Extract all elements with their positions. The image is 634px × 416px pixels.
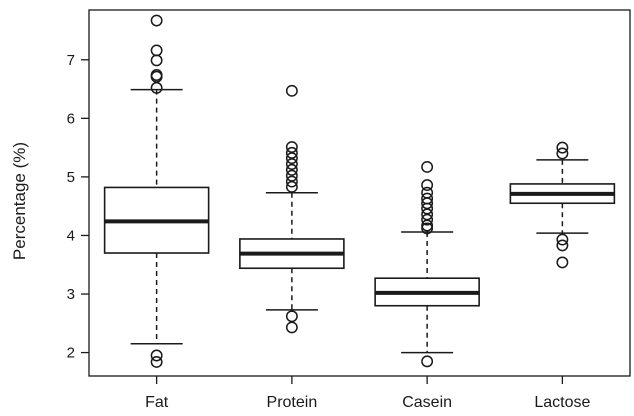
y-tick-label: 2	[67, 345, 75, 362]
outlier-point	[421, 213, 434, 226]
y-tick-label: 4	[67, 227, 75, 244]
outlier-point	[421, 160, 434, 173]
box-group-fat	[103, 14, 210, 368]
outlier-point	[556, 239, 569, 252]
outlier-point	[285, 163, 298, 176]
outlier-point	[556, 256, 569, 269]
outlier-point	[285, 84, 298, 97]
y-tick-label: 6	[67, 110, 75, 127]
outlier-point	[285, 158, 298, 170]
outlier-point	[150, 44, 163, 57]
outlier-point	[556, 233, 569, 246]
outlier-point	[150, 355, 163, 368]
outlier-point	[285, 180, 298, 193]
outlier-point	[150, 81, 163, 94]
y-axis: 2 3 4 5 6 7	[67, 52, 89, 362]
outlier-point	[421, 355, 434, 368]
outlier-point	[421, 222, 434, 235]
x-tick-label: Protein	[267, 394, 318, 411]
outlier-point	[556, 141, 569, 154]
x-axis: Fat Protein Casein Lactose	[145, 376, 590, 411]
y-tick-label: 3	[67, 286, 75, 303]
outlier-point	[421, 219, 434, 232]
y-tick-label: 7	[67, 52, 75, 69]
outlier-point	[150, 14, 163, 27]
outlier-point	[285, 152, 298, 165]
boxes-layer	[103, 14, 616, 368]
x-tick-label: Fat	[145, 394, 169, 411]
y-axis-title: Percentage (%)	[10, 142, 29, 260]
x-tick-label: Lactose	[534, 394, 590, 411]
box-group-casein	[374, 160, 480, 368]
outlier-point	[285, 175, 298, 188]
box-group-protein	[239, 84, 345, 334]
y-tick-label: 5	[67, 169, 75, 186]
outlier-point	[285, 310, 298, 323]
outlier-point	[150, 54, 163, 67]
outlier-point	[285, 321, 298, 334]
box-group-lactose	[509, 141, 616, 269]
outlier-point	[556, 147, 569, 160]
x-tick-label: Casein	[402, 394, 452, 411]
plot-frame	[88, 9, 631, 377]
outlier-point	[421, 179, 434, 192]
outlier-point	[150, 349, 163, 362]
